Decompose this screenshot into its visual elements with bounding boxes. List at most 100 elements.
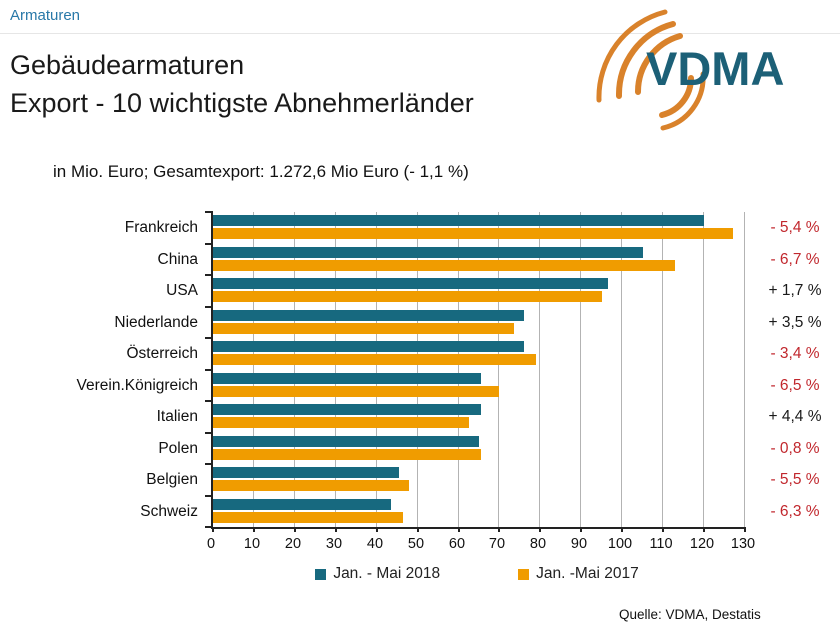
plot-area bbox=[205, 211, 746, 532]
page-title: Gebäudearmaturen Export - 10 wichtigste … bbox=[10, 46, 474, 122]
gridline-40 bbox=[376, 212, 377, 527]
page-title-line1: Gebäudearmaturen bbox=[10, 50, 245, 80]
x-axis-tick bbox=[662, 527, 664, 532]
bar-2017 bbox=[213, 417, 469, 428]
change-label: - 3,4 % bbox=[770, 345, 820, 362]
bar-2018 bbox=[213, 499, 391, 510]
gridline-20 bbox=[294, 212, 295, 527]
bar-2017 bbox=[213, 291, 602, 302]
legend-swatch bbox=[315, 568, 327, 580]
bar-2018 bbox=[213, 278, 608, 289]
category-label: Österreich bbox=[126, 345, 199, 362]
legend-swatch bbox=[518, 568, 530, 580]
bar-2018 bbox=[213, 341, 524, 352]
x-axis-tick-label: 50 bbox=[407, 536, 425, 552]
x-axis-tick bbox=[580, 527, 582, 532]
x-axis-tick bbox=[458, 527, 460, 532]
legend-item-2018: Jan. - Mai 2018 bbox=[315, 565, 440, 583]
gridline-30 bbox=[335, 212, 336, 527]
breadcrumb-link-armaturen[interactable]: Armaturen bbox=[10, 7, 81, 24]
x-axis-tick-label: 60 bbox=[448, 536, 466, 552]
header-divider bbox=[0, 0, 840, 34]
gridline-60 bbox=[458, 212, 459, 527]
x-axis-tick bbox=[253, 527, 255, 532]
x-axis-tick-label: 0 bbox=[206, 536, 216, 552]
gridline-120 bbox=[703, 212, 704, 527]
x-axis-tick-label: 20 bbox=[284, 536, 302, 552]
gridline-80 bbox=[539, 212, 540, 527]
x-axis-tick bbox=[621, 527, 623, 532]
change-label: - 5,5 % bbox=[770, 471, 820, 488]
y-axis-labels: Frankreich China USA Niederlande Österreich V… bbox=[0, 212, 203, 527]
gridline-50 bbox=[417, 212, 418, 527]
chart-subtitle: in Mio. Euro; Gesamtexport: 1.272,6 Mio … bbox=[53, 162, 469, 181]
y-axis-tick bbox=[205, 306, 213, 308]
bar-2017 bbox=[213, 228, 733, 239]
change-label: + 3,5 % bbox=[768, 314, 822, 331]
category-label: Italien bbox=[156, 408, 198, 425]
change-label: + 1,7 % bbox=[768, 282, 822, 299]
vdma-logo-text: VDMA bbox=[646, 42, 784, 95]
gridline-100 bbox=[621, 212, 622, 527]
bar-2018 bbox=[213, 404, 481, 415]
x-axis-tick-label: 110 bbox=[649, 536, 673, 552]
bar-2017 bbox=[213, 323, 514, 334]
change-label: + 4,4 % bbox=[768, 408, 822, 425]
y-axis-tick bbox=[205, 526, 213, 528]
category-label: Polen bbox=[158, 440, 198, 457]
gridline-130 bbox=[744, 212, 745, 527]
x-axis-tick-label: 120 bbox=[689, 536, 715, 552]
y-axis-tick bbox=[205, 400, 213, 402]
change-labels-column: - 5,4 % - 6,7 % + 1,7 % + 3,5 % - 3,4 % - 6,5… bbox=[752, 212, 838, 527]
x-axis-tick-label: 130 bbox=[730, 536, 756, 552]
page-title-line2: Export - 10 wichtigste Abnehmerländer bbox=[10, 88, 474, 118]
legend-label: Jan. - Mai 2018 bbox=[333, 565, 441, 582]
x-axis-tick bbox=[212, 527, 214, 532]
bar-2018 bbox=[213, 310, 524, 321]
x-axis-tick-label: 10 bbox=[243, 536, 261, 552]
change-label: - 0,8 % bbox=[770, 440, 820, 457]
bar-2018 bbox=[213, 247, 643, 258]
bar-2017 bbox=[213, 480, 409, 491]
x-axis-tick bbox=[294, 527, 296, 532]
y-axis-tick bbox=[205, 243, 213, 245]
change-label: - 6,7 % bbox=[770, 251, 820, 268]
vdma-logo-arcs bbox=[596, 9, 706, 131]
y-axis-tick bbox=[205, 337, 213, 339]
change-label: - 5,4 % bbox=[770, 219, 820, 236]
chart-legend: Jan. - Mai 2018 Jan. -Mai 2017 bbox=[211, 565, 743, 583]
x-axis-tick bbox=[703, 527, 705, 532]
y-axis-tick bbox=[205, 495, 213, 497]
bar-2018 bbox=[213, 436, 479, 447]
x-axis-tick-label: 70 bbox=[488, 536, 506, 552]
x-axis-tick bbox=[539, 527, 541, 532]
bar-2017 bbox=[213, 354, 536, 365]
bar-2017 bbox=[213, 386, 499, 397]
y-axis-tick bbox=[205, 463, 213, 465]
bar-2018 bbox=[213, 467, 399, 478]
bar-2017 bbox=[213, 260, 675, 271]
x-axis-tick bbox=[744, 527, 746, 532]
y-axis-tick bbox=[205, 369, 213, 371]
x-axis-tick-label: 100 bbox=[607, 536, 633, 552]
category-label: Niederlande bbox=[114, 314, 198, 331]
category-label: China bbox=[157, 251, 199, 268]
bar-2018 bbox=[213, 215, 704, 226]
vdma-logo: VDMA bbox=[596, 9, 784, 131]
gridline-90 bbox=[580, 212, 581, 527]
x-axis-tick bbox=[417, 527, 419, 532]
x-axis-tick-label: 90 bbox=[570, 536, 588, 552]
x-axis-tick-label: 30 bbox=[325, 536, 343, 552]
bar-2018 bbox=[213, 373, 481, 384]
bar-2017 bbox=[213, 449, 481, 460]
x-axis-tick-label: 80 bbox=[529, 536, 547, 552]
bar-2017 bbox=[213, 512, 403, 523]
legend-item-2017: Jan. -Mai 2017 bbox=[518, 565, 639, 583]
category-label: USA bbox=[166, 282, 198, 299]
gridline-70 bbox=[498, 212, 499, 527]
legend-label: Jan. -Mai 2017 bbox=[536, 565, 639, 582]
gridline-10 bbox=[253, 212, 254, 527]
x-axis-tick bbox=[335, 527, 337, 532]
x-axis-labels: 0 10 20 30 40 50 60 70 80 90 100 110 120 130 bbox=[207, 536, 755, 554]
